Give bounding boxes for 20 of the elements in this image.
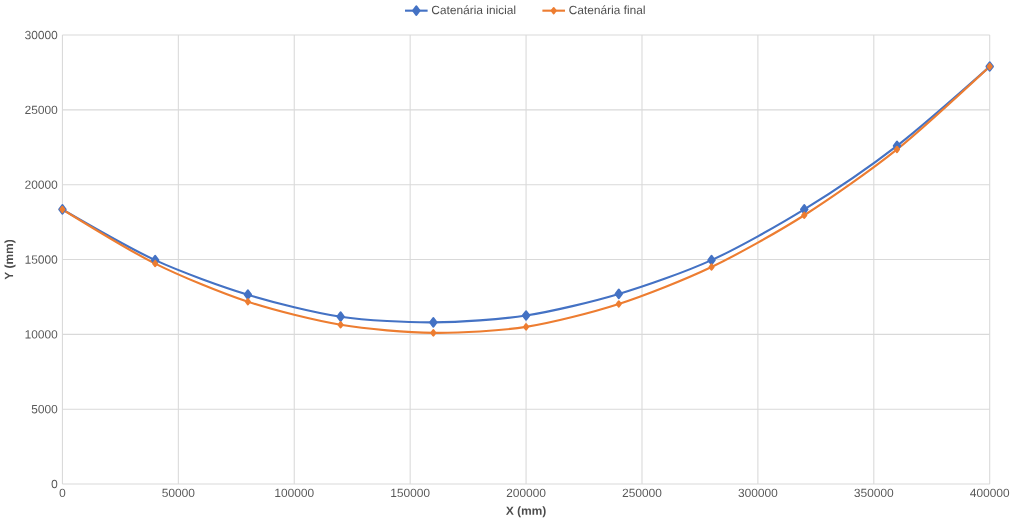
x-tick-label: 0 — [59, 488, 66, 498]
y-tick-label: 5000 — [31, 405, 58, 414]
y-tick-label: 0 — [51, 479, 58, 489]
x-tick-label: 400000 — [970, 488, 1010, 498]
y-tick-label: 10000 — [25, 330, 58, 339]
x-tick-label: 250000 — [622, 488, 662, 498]
y-tick-label: 15000 — [25, 255, 58, 264]
x-axis-title: X (mm) — [505, 506, 546, 518]
x-tick-label: 100000 — [275, 488, 314, 498]
x-tick-label: 350000 — [854, 488, 894, 498]
x-tick-label: 300000 — [738, 488, 778, 498]
x-tick-label: 200000 — [506, 488, 546, 498]
y-axis-title: Y (mm) — [4, 240, 16, 280]
legend-label: Catenária inicial — [431, 5, 516, 15]
y-tick-label: 25000 — [25, 105, 58, 115]
x-tick-label: 50000 — [162, 488, 195, 498]
y-tick-label: 30000 — [25, 30, 58, 40]
x-tick-label: 150000 — [391, 488, 430, 498]
y-tick-label: 20000 — [25, 180, 58, 190]
legend-label: Catenária final — [569, 5, 645, 15]
